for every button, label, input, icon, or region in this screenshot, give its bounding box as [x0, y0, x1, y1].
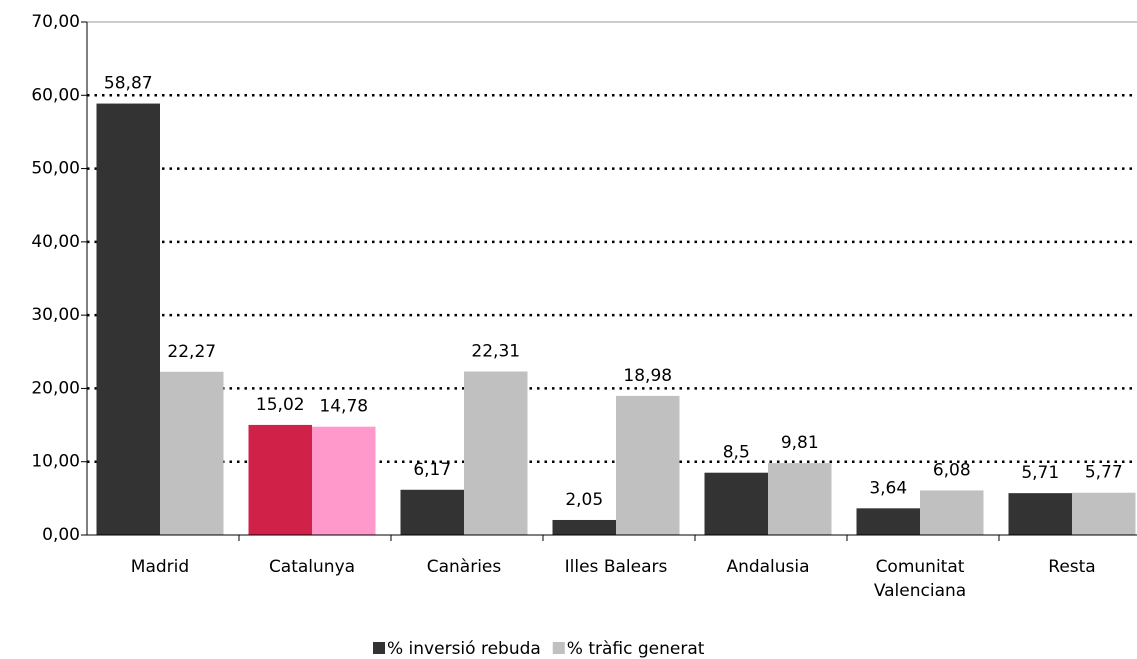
- bar: [616, 395, 680, 535]
- x-tick-label: Comunitat Valenciana: [873, 557, 967, 601]
- y-tick-label: 20,00: [31, 378, 80, 398]
- x-tick-label: Andalusia: [726, 557, 810, 577]
- bar: [248, 424, 312, 535]
- data-label: 3,64: [869, 478, 907, 498]
- bar: [464, 371, 528, 535]
- legend-swatch: [552, 642, 565, 654]
- data-label: 14,78: [319, 397, 368, 417]
- data-label: 18,98: [623, 366, 672, 386]
- legend-swatch: [373, 642, 385, 654]
- bar: [768, 463, 832, 535]
- bar: [1072, 492, 1136, 535]
- bar: [920, 490, 984, 535]
- y-tick-label: 60,00: [31, 85, 80, 105]
- x-tick-label: Catalunya: [268, 557, 356, 577]
- data-label: 6,08: [933, 460, 971, 480]
- data-label: 22,31: [471, 341, 520, 361]
- bar: [312, 426, 376, 535]
- x-tick-label: Madrid: [130, 557, 190, 577]
- data-label: 5,71: [1021, 463, 1059, 483]
- x-tick-label: Resta: [1048, 557, 1096, 577]
- x-tick-label: Illes Balears: [564, 557, 668, 577]
- y-tick-label: 10,00: [31, 452, 80, 472]
- legend-label: % inversió rebuda: [387, 639, 541, 659]
- data-label: 15,02: [256, 395, 305, 415]
- bar: [160, 371, 224, 535]
- data-label: 6,17: [413, 460, 451, 480]
- data-label: 5,77: [1085, 463, 1123, 483]
- data-label: 22,27: [167, 342, 216, 362]
- bar: [1008, 493, 1072, 535]
- bar: [856, 508, 920, 535]
- y-tick-label: 0,00: [42, 525, 80, 545]
- x-tick-label: Canàries: [426, 557, 502, 577]
- data-label: 58,87: [104, 74, 153, 94]
- legend-label: % tràfic generat: [567, 639, 705, 659]
- bar: [96, 103, 160, 535]
- bar: [704, 472, 768, 535]
- bar: [400, 489, 464, 535]
- y-tick-label: 40,00: [31, 232, 80, 252]
- data-label: 9,81: [781, 433, 819, 453]
- data-label: 8,5: [723, 443, 750, 463]
- bar: [552, 519, 616, 535]
- y-tick-label: 70,00: [31, 12, 80, 32]
- y-tick-label: 30,00: [31, 305, 80, 325]
- y-tick-label: 50,00: [31, 159, 80, 179]
- data-label: 2,05: [565, 490, 603, 510]
